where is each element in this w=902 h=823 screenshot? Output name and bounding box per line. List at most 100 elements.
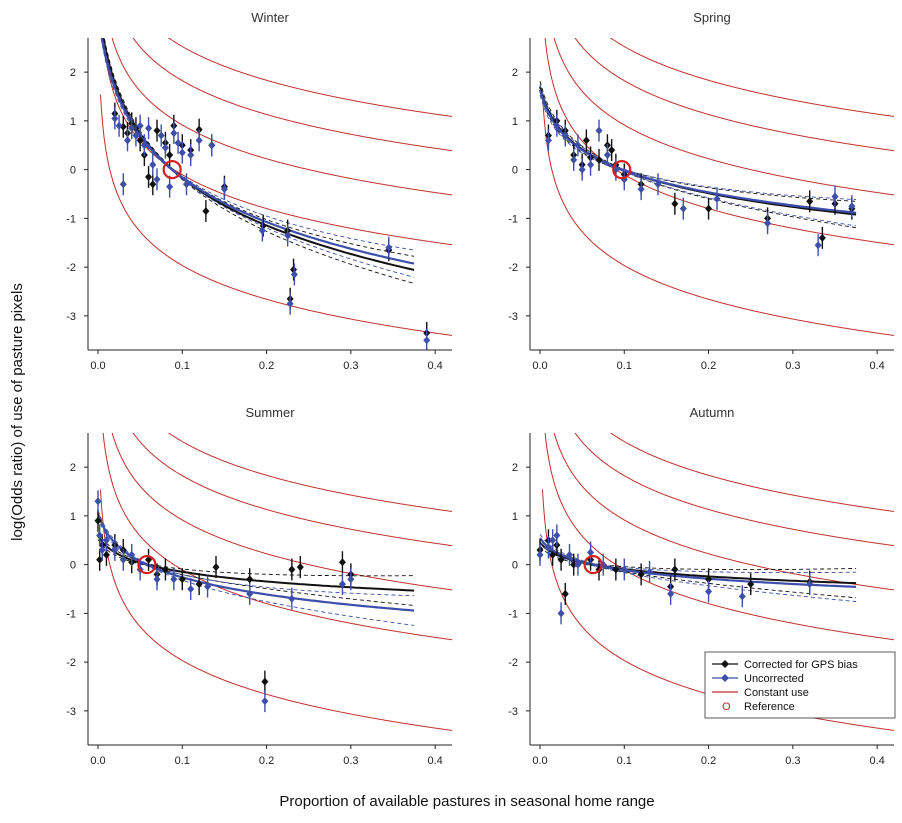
panel-winter: Winter 2 1 0 -1 -2 -3 0.0 0.1 0.2 0.3 0.4	[66, 10, 452, 372]
data-point-uncorrected	[544, 536, 552, 559]
constant-use-curve	[167, 38, 452, 117]
data-point-corrected	[212, 556, 220, 579]
x-tick-label: 0.1	[175, 360, 190, 372]
fit-ci-lower	[97, 517, 415, 626]
data-point-uncorrected	[170, 568, 178, 591]
data-point-corrected	[608, 139, 616, 162]
data-point-uncorrected	[153, 568, 161, 591]
x-tick-label: 0.0	[90, 755, 105, 767]
data-point-uncorrected	[102, 529, 110, 552]
data-point-uncorrected	[183, 173, 190, 196]
x-tick-label: 0.1	[617, 360, 632, 372]
data-point-corrected	[747, 573, 755, 596]
constant-use-curve	[100, 94, 452, 336]
plot-area	[536, 433, 894, 731]
data-point-uncorrected	[128, 543, 136, 566]
fit-ci-upper	[97, 510, 415, 597]
data-point-corrected	[161, 558, 169, 581]
panel-summer: Summer 2 1 0 -1 -2 -3 0.0 0.1 0.2 0.3 0.4	[66, 405, 452, 767]
data-point-uncorrected	[587, 541, 595, 564]
data-point-uncorrected	[557, 602, 565, 625]
data-point-uncorrected	[848, 195, 856, 218]
x-tick-label: 0.4	[427, 755, 442, 767]
data-point-corrected	[96, 548, 104, 571]
data-point-uncorrected	[157, 124, 165, 147]
data-point-uncorrected	[603, 144, 611, 166]
data-point-uncorrected	[620, 558, 628, 581]
y-tick-label: 1	[512, 511, 518, 523]
data-point-uncorrected	[286, 292, 294, 315]
constant-use-curve	[132, 433, 452, 547]
data-point-uncorrected	[153, 168, 161, 191]
x-tick-label: 0.3	[343, 360, 358, 372]
data-point-uncorrected	[187, 144, 195, 166]
data-point-corrected	[671, 192, 679, 215]
data-point-uncorrected	[124, 129, 131, 152]
y-tick-label: 2	[512, 462, 518, 474]
legend-item-reference: O Reference	[722, 701, 795, 713]
legend-label-corrected: Corrected for GPS bias	[744, 659, 858, 671]
y-tick-label: 0	[512, 165, 518, 177]
data-point-corrected	[288, 558, 296, 581]
y-tick-label: 2	[512, 67, 518, 79]
data-point-uncorrected	[553, 524, 561, 547]
data-point-uncorrected	[187, 578, 195, 600]
constant-use-curve	[102, 433, 452, 641]
panel-title: Spring	[693, 10, 731, 25]
x-tick-label: 0.1	[617, 755, 632, 767]
x-tick-label: 0.3	[785, 755, 800, 767]
data-point-uncorrected	[115, 114, 123, 137]
data-point-uncorrected	[94, 490, 102, 513]
constant-use-curve	[111, 38, 452, 196]
y-tick-label: 0	[70, 165, 76, 177]
data-point-uncorrected	[831, 185, 839, 208]
constant-use-curve	[132, 38, 452, 152]
data-point-uncorrected	[132, 124, 140, 147]
data-point-uncorrected	[204, 575, 212, 598]
legend-symbol-reference: O	[722, 701, 731, 713]
x-tick-label: 0.2	[701, 360, 716, 372]
data-point-uncorrected	[119, 548, 127, 571]
data-point-corrected	[296, 556, 304, 579]
fit-ci-upper	[539, 81, 857, 202]
x-tick-label: 0.3	[343, 755, 358, 767]
fit-ci-upper	[103, 38, 415, 257]
data-point-uncorrected	[544, 129, 552, 152]
constant-use-curve	[100, 489, 452, 731]
constant-use-curve	[609, 433, 894, 512]
data-point-uncorrected	[195, 129, 203, 152]
constant-use-curve	[542, 94, 894, 336]
data-point-uncorrected	[258, 219, 266, 242]
data-point-corrected	[570, 553, 578, 576]
x-axis-label: Proportion of available pastures in seas…	[279, 793, 654, 810]
x-tick-label: 0.0	[532, 755, 547, 767]
data-point-uncorrected	[705, 580, 713, 603]
data-point-uncorrected	[713, 187, 721, 210]
data-point-uncorrected	[288, 587, 296, 610]
data-point-uncorrected	[637, 178, 645, 201]
y-tick-label: 2	[70, 67, 76, 79]
data-point-uncorrected	[738, 585, 746, 608]
data-point-uncorrected	[208, 134, 216, 157]
legend-label-reference: Reference	[744, 701, 795, 713]
y-tick-label: -1	[66, 608, 76, 620]
data-point-uncorrected	[161, 136, 169, 159]
data-point-uncorrected	[290, 263, 298, 286]
data-point-corrected	[671, 558, 679, 581]
constant-use-curve	[574, 433, 894, 547]
x-tick-label: 0.1	[175, 755, 190, 767]
legend-box	[704, 651, 896, 719]
x-tick-label: 0.0	[532, 360, 547, 372]
plot-area	[94, 433, 452, 731]
fit-line	[102, 38, 415, 271]
data-point-uncorrected	[764, 212, 772, 235]
y-tick-label: -1	[66, 213, 76, 225]
constant-use-curve	[544, 433, 894, 641]
y-tick-label: -3	[508, 311, 518, 323]
data-point-corrected	[561, 582, 569, 605]
data-point-uncorrected	[166, 175, 174, 198]
fit-ci-lower	[97, 539, 415, 606]
y-axis-label: log(Odds ratio) of use of pasture pixels	[9, 283, 26, 541]
legend-item-uncorrected: Uncorrected	[712, 673, 804, 685]
